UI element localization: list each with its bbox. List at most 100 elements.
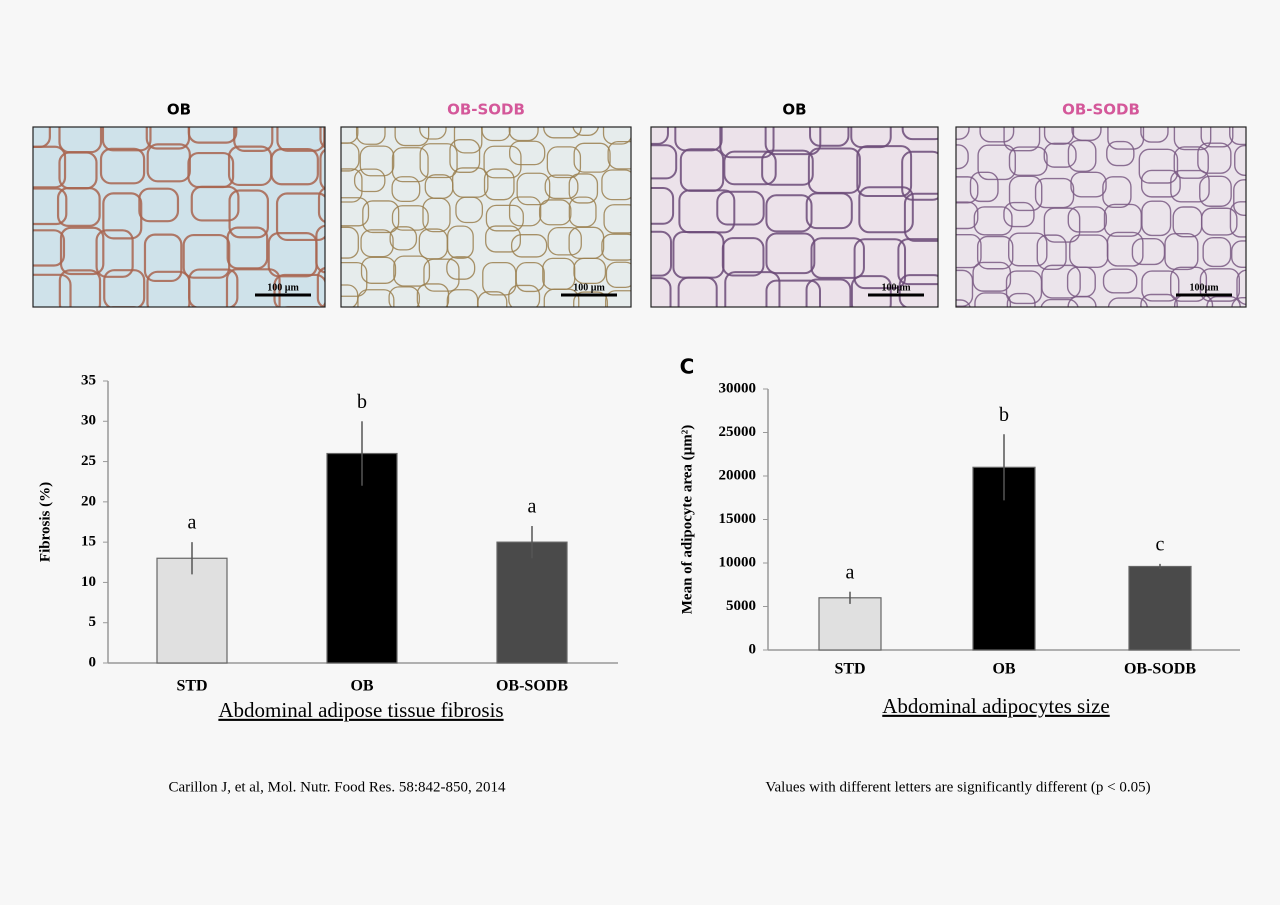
cell xyxy=(1067,206,1108,233)
cell xyxy=(59,226,105,276)
bar xyxy=(818,597,882,651)
cell xyxy=(761,149,814,186)
cell xyxy=(1200,207,1238,236)
cell xyxy=(898,274,938,307)
y-tick-label: 30000 xyxy=(719,380,757,396)
cell xyxy=(273,273,325,307)
cell xyxy=(1067,295,1097,307)
x-tick-label: OB-SODB xyxy=(496,678,568,695)
cell xyxy=(319,316,356,349)
cell xyxy=(275,192,325,242)
cell xyxy=(33,145,67,189)
cell xyxy=(483,168,515,201)
cell xyxy=(58,269,102,307)
cell xyxy=(604,290,631,307)
cell xyxy=(1036,234,1067,270)
cell xyxy=(544,174,579,200)
y-tick-label: 5 xyxy=(89,614,97,630)
cell xyxy=(651,144,678,180)
cell xyxy=(543,127,582,139)
cell xyxy=(360,256,397,284)
cell xyxy=(977,144,1016,181)
cell xyxy=(543,288,580,307)
cell xyxy=(225,268,281,307)
cell xyxy=(765,194,813,233)
note: Values with different letters are signif… xyxy=(765,779,1150,795)
cell xyxy=(719,127,775,159)
cell xyxy=(99,147,146,185)
cell xyxy=(901,127,938,141)
cell xyxy=(853,238,907,290)
cell xyxy=(1173,127,1212,151)
cell xyxy=(901,150,938,201)
cell xyxy=(850,127,892,149)
panel-title: OB xyxy=(167,101,191,119)
cell xyxy=(422,197,451,233)
cell xyxy=(810,237,865,279)
cell xyxy=(1173,146,1209,179)
y-tick-label: 20000 xyxy=(719,467,757,483)
significance-letter: b xyxy=(999,404,1009,426)
cell xyxy=(897,316,947,360)
cell xyxy=(1170,266,1208,302)
panel-title: OB-SODB xyxy=(447,101,525,119)
cell xyxy=(573,257,607,285)
y-tick-label: 15 xyxy=(81,534,96,550)
cell xyxy=(391,322,420,344)
y-tick-label: 30 xyxy=(81,413,96,429)
cell xyxy=(1138,148,1179,184)
cell xyxy=(627,316,672,349)
cell xyxy=(764,127,822,156)
y-tick-label: 10 xyxy=(81,574,96,590)
cell xyxy=(568,173,599,204)
cell xyxy=(661,315,694,342)
cell xyxy=(391,205,429,231)
cell xyxy=(1107,127,1145,150)
cell xyxy=(1170,169,1210,203)
significance-letter: c xyxy=(1156,533,1165,555)
cell xyxy=(355,308,392,339)
cell xyxy=(607,140,631,170)
cell xyxy=(1271,171,1280,201)
y-axis-label: Mean of adipocyte area (µm²) xyxy=(679,425,695,615)
cell xyxy=(547,227,582,256)
cell xyxy=(573,142,611,173)
cell xyxy=(988,316,1032,354)
cell xyxy=(481,127,511,142)
cell xyxy=(810,316,848,352)
cell xyxy=(768,317,813,355)
micrograph xyxy=(331,127,694,346)
cell xyxy=(651,187,675,225)
cell xyxy=(956,144,969,170)
cell xyxy=(233,316,284,359)
cell xyxy=(1263,267,1280,302)
cell xyxy=(1107,297,1148,307)
cell xyxy=(58,312,107,349)
cell xyxy=(1199,175,1232,207)
y-tick-label: 25 xyxy=(81,453,96,469)
cell xyxy=(1102,268,1138,294)
cell xyxy=(391,147,429,183)
cell xyxy=(601,169,631,201)
cell xyxy=(270,148,319,186)
cell xyxy=(103,269,146,307)
cell xyxy=(190,185,240,222)
cell xyxy=(455,196,484,224)
cell xyxy=(145,127,191,150)
cell xyxy=(651,277,672,307)
cell xyxy=(1236,269,1246,306)
cell xyxy=(858,186,914,234)
cell xyxy=(601,233,631,261)
cell xyxy=(331,318,359,346)
cell xyxy=(765,232,816,275)
cell xyxy=(187,127,238,144)
cell xyxy=(979,127,1015,143)
cell xyxy=(721,237,765,277)
cell xyxy=(1003,127,1041,152)
cell xyxy=(1008,146,1048,176)
cell xyxy=(547,319,584,345)
cell xyxy=(546,146,582,179)
bar xyxy=(1128,565,1192,651)
cell xyxy=(651,230,673,277)
